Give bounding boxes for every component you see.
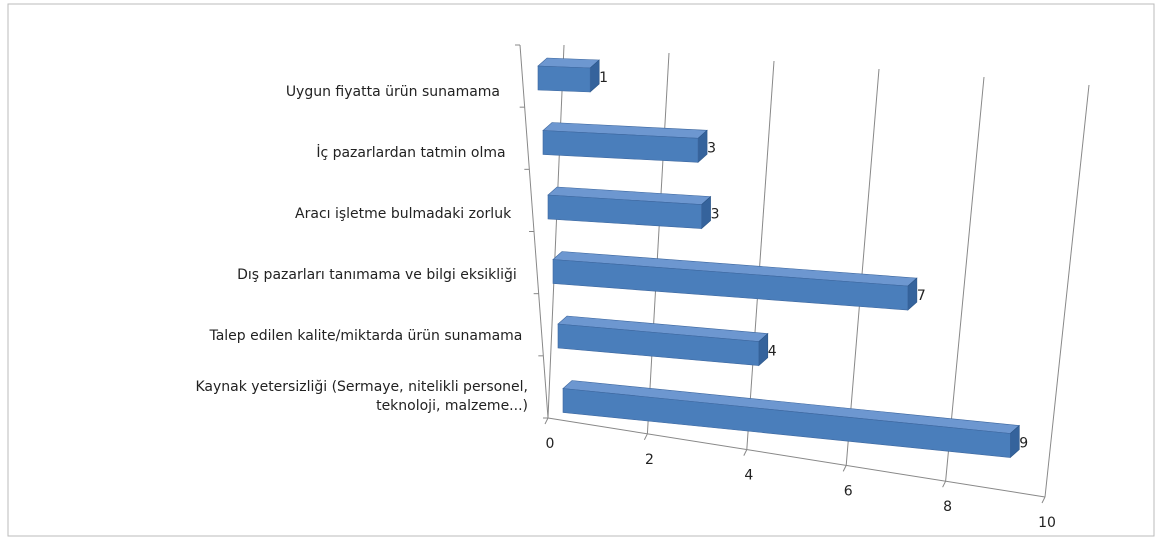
value-label: 1 [599,70,608,86]
x-tick-label: 0 [546,436,555,452]
bar [537,65,591,93]
grid-line [746,60,775,450]
grid-line [547,44,565,419]
value-label: 4 [768,344,777,360]
x-tick [743,449,748,456]
x-tick-label: 10 [1038,515,1056,531]
x-tick-label: 2 [645,452,654,468]
y-tick-label: Uygun fiyatta ürün sunamama [285,83,500,100]
chart-frame [7,3,1155,537]
bar [562,388,1011,458]
x-tick [1041,496,1046,504]
x-tick [942,480,947,488]
value-label: 3 [711,207,720,223]
x-tick-label: 8 [943,499,952,515]
y-tick-label: Kaynak yetersizliği (Sermaye, nitelikli … [195,379,528,414]
x-tick [643,433,648,441]
y-tick-label: İç pazarlardan tatmin olma [316,144,506,161]
grid-line [845,68,880,466]
grid-line [945,76,985,482]
bar [557,323,760,366]
x-tick-label: 4 [744,468,753,484]
x-axis [547,417,1046,498]
value-label: 3 [707,140,716,156]
y-tick-label: Dış pazarları tanımama ve bilgi eksikliğ… [237,266,517,283]
bar [552,259,909,311]
x-tick [842,465,847,472]
y-tick-label: Aracı işletme bulmadaki zorluk [295,205,512,222]
x-tick [544,417,549,425]
bar [547,194,702,229]
grid-line [646,52,670,434]
value-label: 7 [917,288,926,304]
y-tick-label: Talep edilen kalite/miktarda ürün sunama… [209,327,523,344]
grid-line [1044,84,1090,498]
value-label: 9 [1019,436,1028,452]
x-tick-label: 6 [844,483,853,499]
bar [542,130,699,163]
